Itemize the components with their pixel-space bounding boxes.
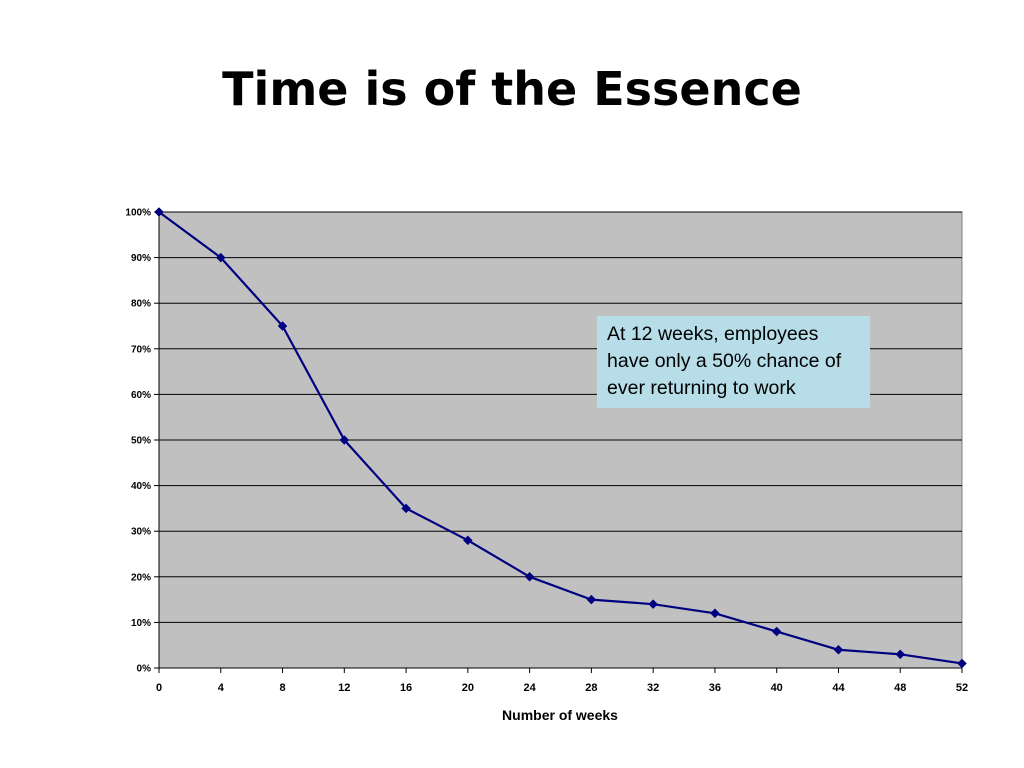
data-point-marker [895,649,906,660]
y-tick-label: 90% [131,253,151,264]
y-tick-label: 10% [131,618,151,629]
data-point-marker [586,594,597,605]
y-tick-label: 60% [131,390,151,401]
data-point-marker [957,658,967,669]
data-point-marker [339,435,350,445]
x-tick-label: 4 [218,682,225,694]
slide-title: Time is of the Essence [222,62,802,116]
data-point-marker [710,608,720,619]
x-tick-label: 40 [771,682,783,694]
y-tick-label: 100% [125,208,151,219]
x-axis-label: Number of weeks [502,707,618,723]
y-tick-label: 70% [131,344,151,355]
x-tick-label: 12 [338,682,350,694]
data-point-marker [401,503,411,514]
x-tick-label: 28 [585,682,597,694]
data-point-marker [524,571,535,582]
y-tick-label: 50% [131,436,151,447]
x-tick-label: 16 [400,682,412,694]
x-tick-label: 44 [832,682,845,694]
series-group [154,207,967,669]
data-point-marker [154,207,164,217]
x-tick-label: 48 [894,682,906,694]
data-point-marker [648,599,659,610]
data-point-marker [215,252,226,263]
data-point-marker [277,321,288,331]
x-tick-label: 8 [279,682,285,694]
y-tick-label: 80% [131,299,151,310]
x-axis-ticks: 0 4 8 12 16 20 24 28 32 36 40 44 48 52 [156,668,968,694]
y-axis-ticks: 0% 10% 20% 30% 40% 50% 60% 70% 80% 90% 100% [125,208,159,675]
x-tick-label: 52 [956,682,968,694]
data-point-marker [833,644,844,655]
x-tick-label: 20 [462,682,474,694]
x-tick-label: 24 [523,682,536,694]
x-tick-label: 0 [156,682,162,694]
annotation-callout: At 12 weeks, employees have only a 50% c… [597,316,870,408]
data-point-marker [771,626,782,637]
x-tick-label: 32 [647,682,659,694]
y-tick-label: 40% [131,481,151,492]
series-line [158,211,963,665]
y-tick-label: 30% [131,527,151,538]
y-tick-label: 20% [131,572,151,583]
y-tick-label: 0% [137,664,152,675]
x-tick-label: 36 [709,682,721,694]
data-point-marker [462,535,473,546]
